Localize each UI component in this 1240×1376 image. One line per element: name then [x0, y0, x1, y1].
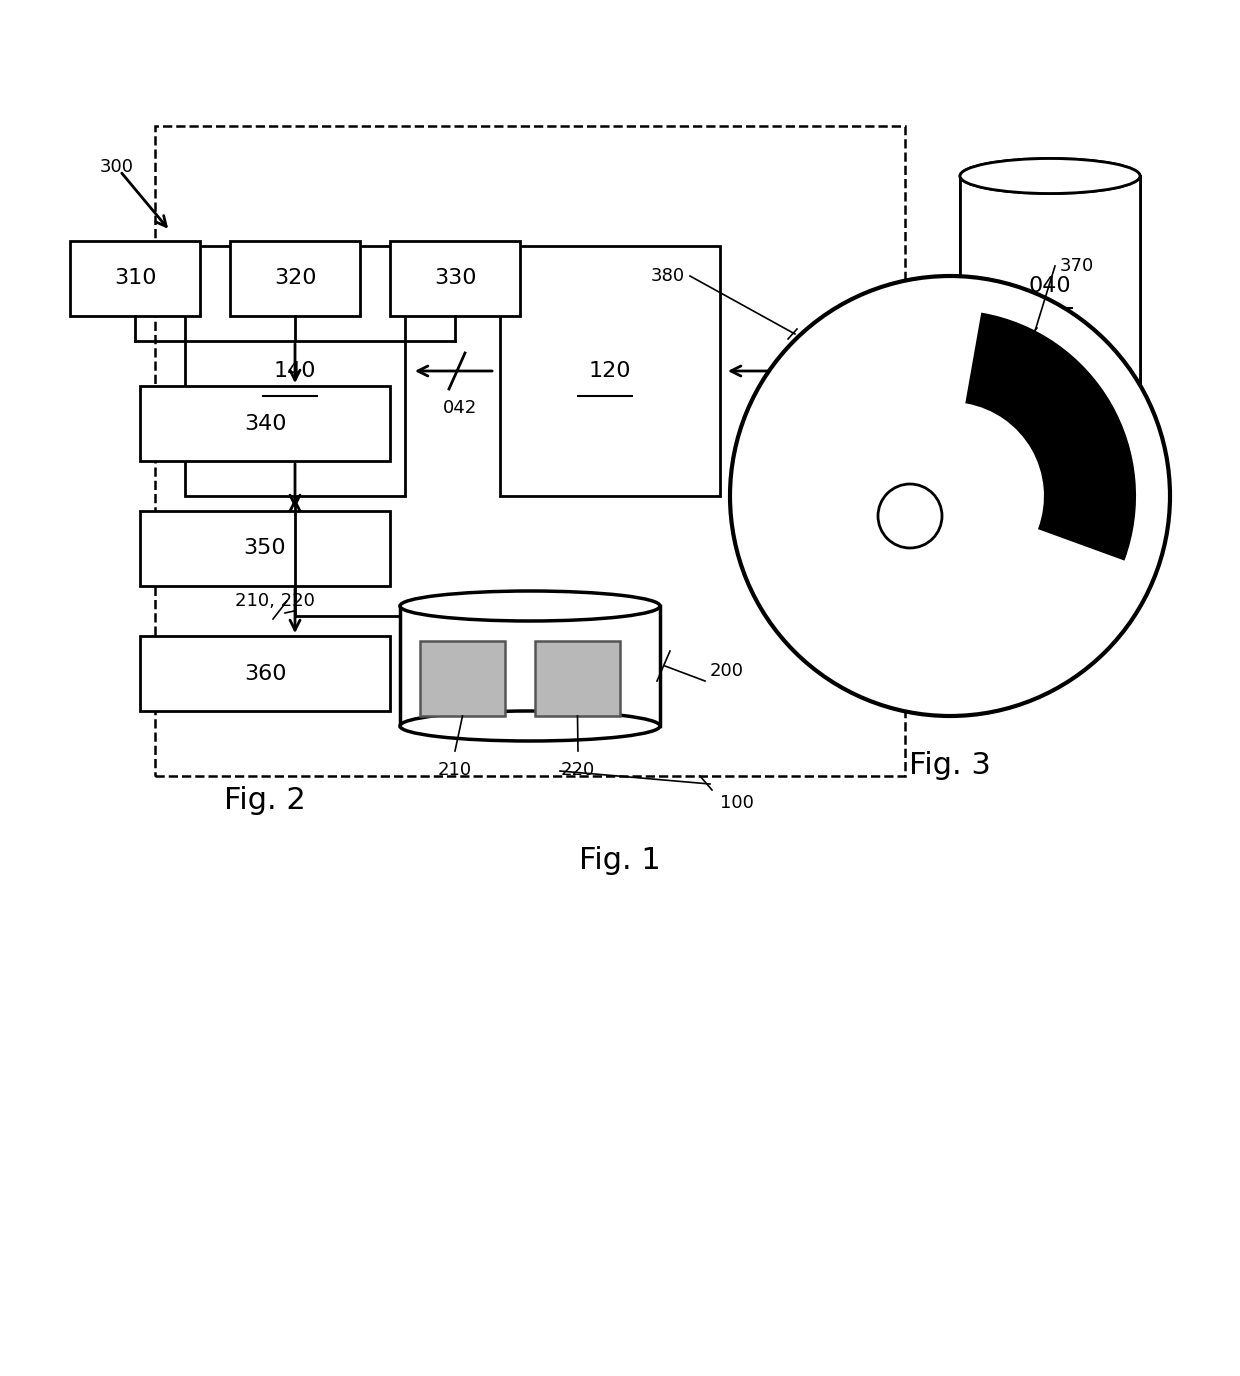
Text: 100: 100 [720, 794, 754, 812]
Text: 042: 042 [443, 399, 477, 417]
Text: 210, 220: 210, 220 [236, 592, 315, 610]
Ellipse shape [960, 158, 1140, 194]
Text: 120: 120 [589, 361, 631, 381]
Circle shape [878, 484, 942, 548]
Text: 350: 350 [244, 538, 286, 559]
Bar [155, 127, 905, 776]
Text: 220: 220 [560, 761, 595, 779]
Bar [185, 246, 405, 495]
Bar [534, 641, 620, 716]
Text: 140: 140 [274, 361, 316, 381]
Bar [229, 241, 360, 316]
Text: 042: 042 [843, 399, 877, 417]
Text: 370: 370 [1060, 257, 1094, 275]
Text: 310: 310 [114, 268, 156, 289]
Text: Fig. 3: Fig. 3 [909, 751, 991, 780]
Text: Fig. 1: Fig. 1 [579, 846, 661, 875]
Circle shape [730, 277, 1171, 716]
Text: Fig. 2: Fig. 2 [224, 786, 306, 815]
Text: 340: 340 [244, 414, 286, 433]
Text: 330: 330 [434, 268, 476, 289]
Text: 320: 320 [274, 268, 316, 289]
Bar [401, 605, 660, 727]
Ellipse shape [960, 378, 1140, 414]
Bar [140, 636, 391, 711]
Ellipse shape [960, 158, 1140, 194]
Ellipse shape [401, 592, 660, 621]
Wedge shape [966, 314, 1135, 559]
Bar [391, 241, 520, 316]
Bar [140, 510, 391, 586]
Bar [140, 387, 391, 461]
Text: 360: 360 [244, 663, 286, 684]
Text: 210: 210 [438, 761, 472, 779]
Bar [69, 241, 200, 316]
Bar [500, 246, 720, 495]
Text: 300: 300 [100, 158, 134, 176]
Bar [420, 641, 505, 716]
Text: 200: 200 [711, 662, 744, 680]
Text: 040: 040 [1029, 277, 1071, 296]
Bar [960, 176, 1140, 396]
Text: 380: 380 [651, 267, 684, 285]
Ellipse shape [401, 711, 660, 742]
